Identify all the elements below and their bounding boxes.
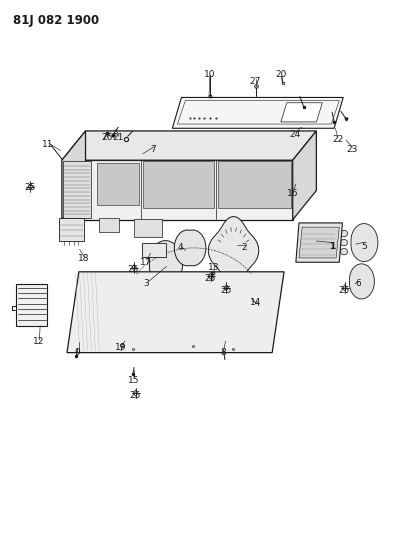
Text: 13: 13 <box>208 263 219 272</box>
Text: 14: 14 <box>249 298 261 307</box>
Text: 24: 24 <box>289 130 300 139</box>
Polygon shape <box>174 230 206 266</box>
Text: 25: 25 <box>127 265 139 273</box>
Circle shape <box>154 251 174 277</box>
Ellipse shape <box>341 230 348 237</box>
Text: 19: 19 <box>115 343 127 352</box>
Text: 23: 23 <box>346 145 358 154</box>
Circle shape <box>162 278 210 342</box>
Text: 25: 25 <box>25 183 36 192</box>
Text: 2: 2 <box>242 244 248 253</box>
Text: 25: 25 <box>338 286 350 295</box>
Text: 25: 25 <box>204 273 215 282</box>
Polygon shape <box>208 216 259 285</box>
Text: 7: 7 <box>150 145 156 154</box>
Polygon shape <box>67 272 284 353</box>
Ellipse shape <box>88 309 103 322</box>
Text: 22: 22 <box>333 135 344 144</box>
Text: 20: 20 <box>275 70 287 78</box>
Polygon shape <box>63 161 91 217</box>
Polygon shape <box>351 223 378 262</box>
Circle shape <box>222 282 265 341</box>
Polygon shape <box>143 161 214 208</box>
Text: 5: 5 <box>361 242 367 251</box>
Polygon shape <box>299 227 339 258</box>
Polygon shape <box>293 131 316 220</box>
Polygon shape <box>281 103 322 122</box>
Text: 17: 17 <box>140 258 152 266</box>
Text: 8: 8 <box>221 348 227 357</box>
Circle shape <box>354 273 367 290</box>
Text: 12: 12 <box>32 337 44 346</box>
Circle shape <box>255 301 263 311</box>
Polygon shape <box>134 219 162 237</box>
Polygon shape <box>296 223 343 262</box>
Polygon shape <box>62 131 86 220</box>
Text: 3: 3 <box>143 279 149 288</box>
Polygon shape <box>142 243 166 257</box>
Text: 11: 11 <box>42 140 54 149</box>
Ellipse shape <box>341 248 348 255</box>
Text: 21: 21 <box>112 133 124 142</box>
Text: 4: 4 <box>177 244 183 253</box>
Polygon shape <box>62 131 316 160</box>
Text: 10: 10 <box>204 70 215 78</box>
Circle shape <box>215 225 253 276</box>
Text: 81J 082 1900: 81J 082 1900 <box>13 14 99 27</box>
Polygon shape <box>218 161 291 208</box>
Text: 25: 25 <box>220 286 231 295</box>
Polygon shape <box>59 217 84 241</box>
Circle shape <box>181 236 199 260</box>
Polygon shape <box>97 163 139 205</box>
Text: 6: 6 <box>355 279 361 288</box>
Text: 1: 1 <box>329 242 335 251</box>
Text: 16: 16 <box>287 189 299 198</box>
Polygon shape <box>172 98 343 128</box>
Text: 9: 9 <box>75 348 80 357</box>
Polygon shape <box>62 160 293 220</box>
Circle shape <box>162 162 195 206</box>
Polygon shape <box>17 284 47 326</box>
Circle shape <box>356 233 370 252</box>
Text: 18: 18 <box>78 254 89 263</box>
Circle shape <box>238 163 269 205</box>
Polygon shape <box>99 217 119 232</box>
Polygon shape <box>349 264 374 299</box>
Circle shape <box>104 165 132 203</box>
Circle shape <box>103 280 150 344</box>
Text: 27: 27 <box>249 77 261 86</box>
Text: 25: 25 <box>129 391 141 400</box>
Text: 15: 15 <box>128 376 140 385</box>
Polygon shape <box>149 240 183 287</box>
Ellipse shape <box>341 239 348 246</box>
Text: 26: 26 <box>101 133 113 142</box>
